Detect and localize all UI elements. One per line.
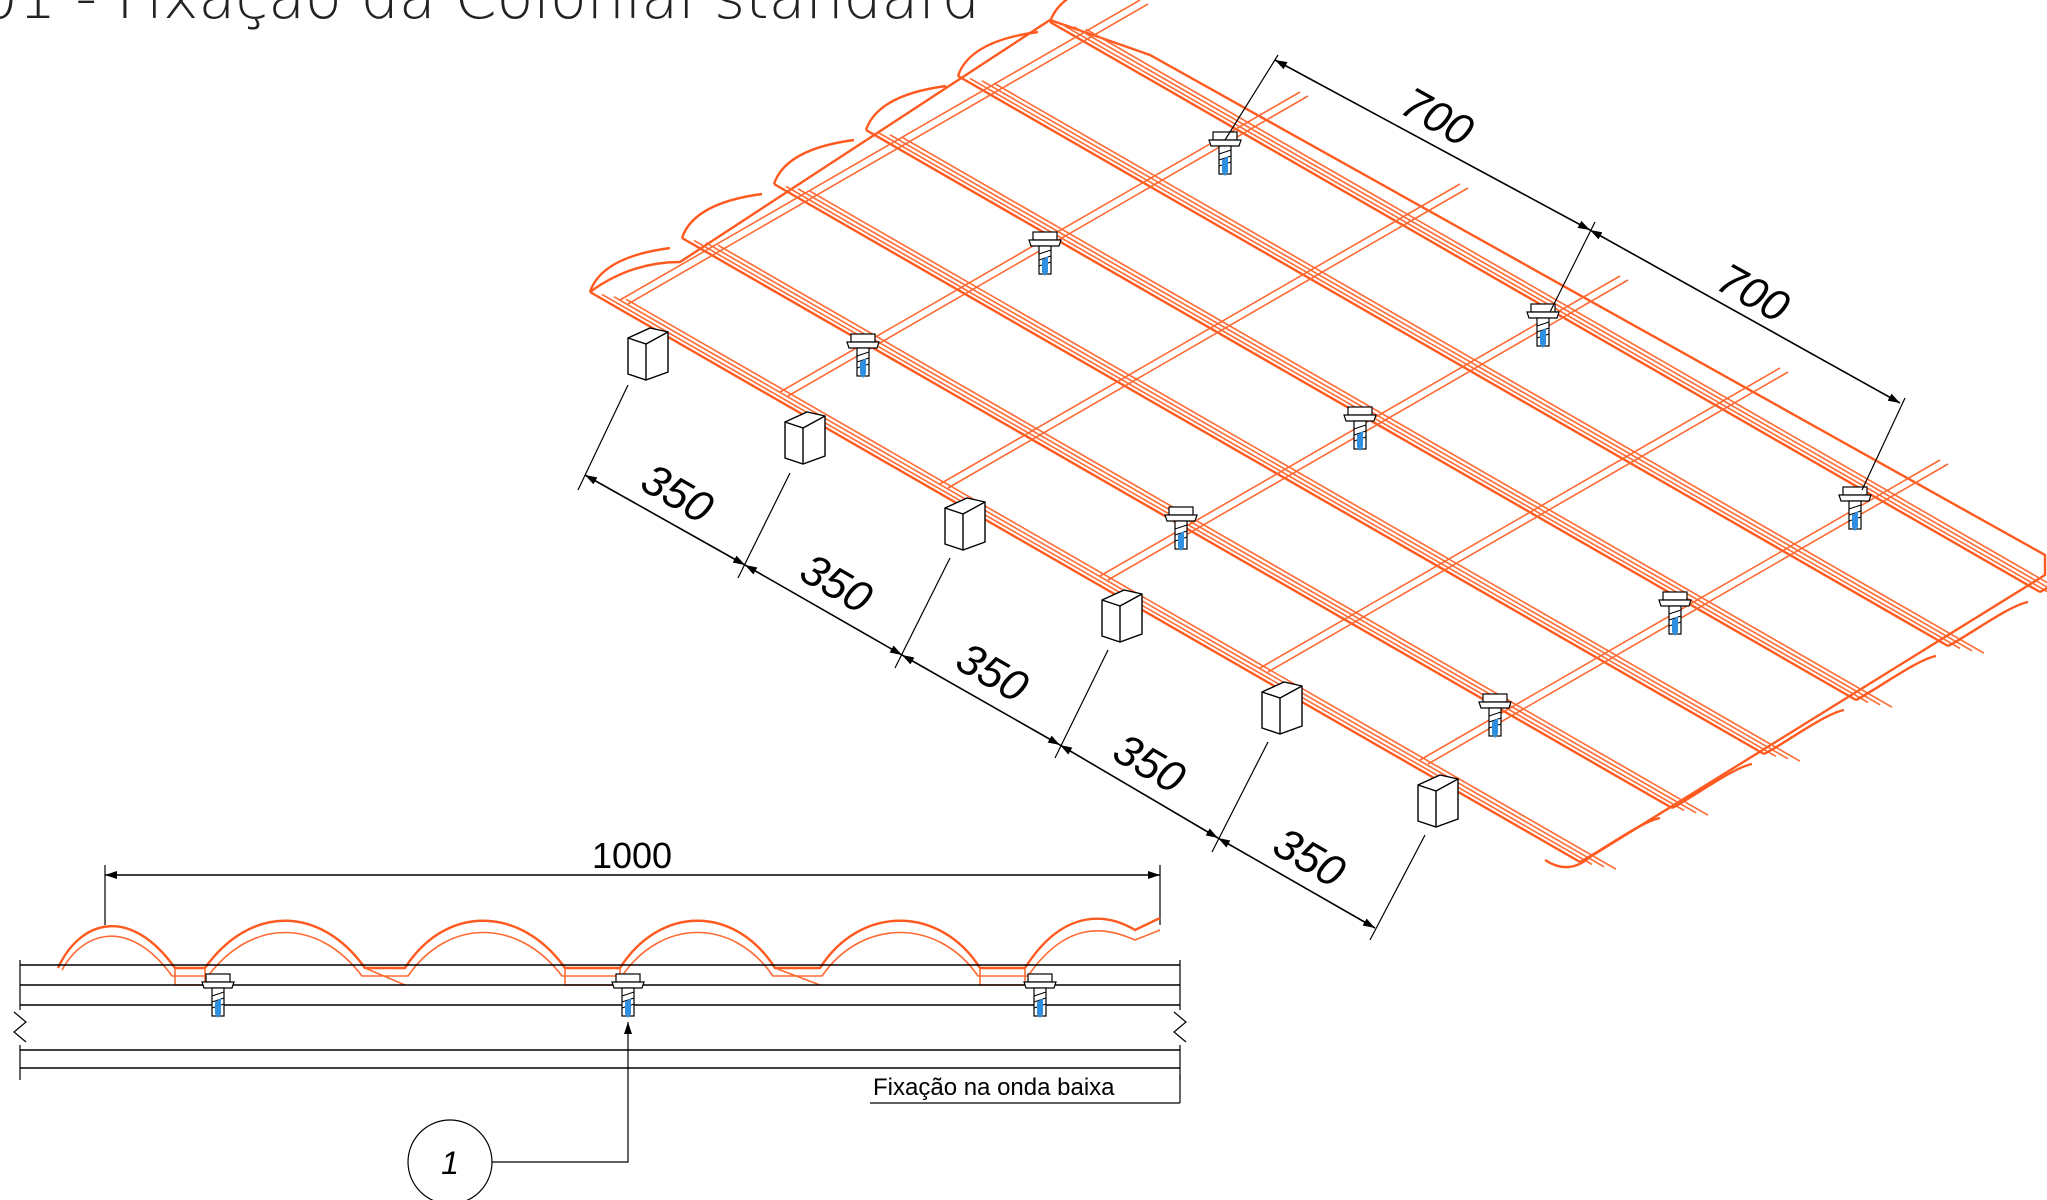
screw-icon (846, 333, 880, 379)
tile-wave-line (901, 136, 1893, 708)
tile-wave-arc (1947, 600, 2029, 648)
dim-350-4: 350 (1105, 724, 1194, 803)
batten-1 (627, 327, 669, 381)
batten-6 (1417, 774, 1459, 828)
dim-350-5: 350 (1265, 818, 1354, 897)
batten-4 (1101, 589, 1143, 643)
screw-icon (1023, 973, 1057, 1019)
tile-wave-arc (1579, 816, 1661, 864)
screw-icon (201, 973, 235, 1019)
batten-dimension: 350 350 350 350 350 (577, 384, 1426, 941)
tile-wave-arc (680, 192, 763, 239)
tile-step-line (939, 183, 1461, 485)
tile-step-line (1427, 463, 1949, 765)
tile-wave-line (993, 82, 1985, 654)
tile-wave-arc (1671, 762, 1753, 810)
callout-number: 1 (441, 1145, 459, 1181)
tile-step-line (947, 187, 1469, 489)
tile-wave-line (1085, 28, 2047, 584)
batten-2 (784, 411, 826, 465)
drawing-title: 01 - Fixação da Colonial standard (0, 0, 980, 33)
screw-icon (611, 973, 645, 1019)
tile-wave-line (613, 296, 1605, 868)
tile-wave-arc (588, 246, 671, 293)
tile-wave-arc (1855, 654, 1937, 702)
dim-700-2: 700 (1709, 254, 1797, 333)
screw-icon (1658, 591, 1692, 637)
batten-3 (944, 497, 986, 551)
tile-wave-line (773, 182, 1765, 756)
tile-wave-line (969, 77, 1961, 650)
tile-step-line (627, 3, 1149, 305)
roof-screws (846, 131, 1872, 739)
section-note: Fixação na onda baixa (873, 1074, 1115, 1101)
dim-350-3: 350 (948, 633, 1037, 712)
tile-wave-line (809, 190, 1801, 762)
tile-wave-arc (1048, 0, 1069, 23)
batten-5 (1261, 681, 1303, 735)
batten-supports (627, 327, 1459, 828)
screw-icon (1208, 131, 1242, 177)
tile-wave-arc (864, 84, 947, 131)
dim-350-1: 350 (633, 454, 722, 533)
dim-1000: 1000 (592, 835, 672, 876)
tile-wave-arc (956, 30, 1039, 77)
tile-wave-arc (1763, 708, 1845, 756)
tile-wave-line (589, 290, 1581, 864)
tile-step-line (619, 0, 1141, 301)
dim-350-2: 350 (792, 544, 881, 623)
tile-step-line (1267, 371, 1789, 673)
dim-700-1: 700 (1393, 78, 1481, 157)
tile-wave-line (981, 80, 1973, 652)
tile-wave-line (717, 244, 1709, 816)
tile-wave-line (601, 293, 1593, 866)
cross-section: 1000 Fixação na onda baixa 1 (13, 835, 1187, 1200)
tile-wave-arc (772, 138, 855, 185)
tile-step-line (1259, 367, 1781, 669)
tile-wave-line (1073, 26, 2047, 588)
